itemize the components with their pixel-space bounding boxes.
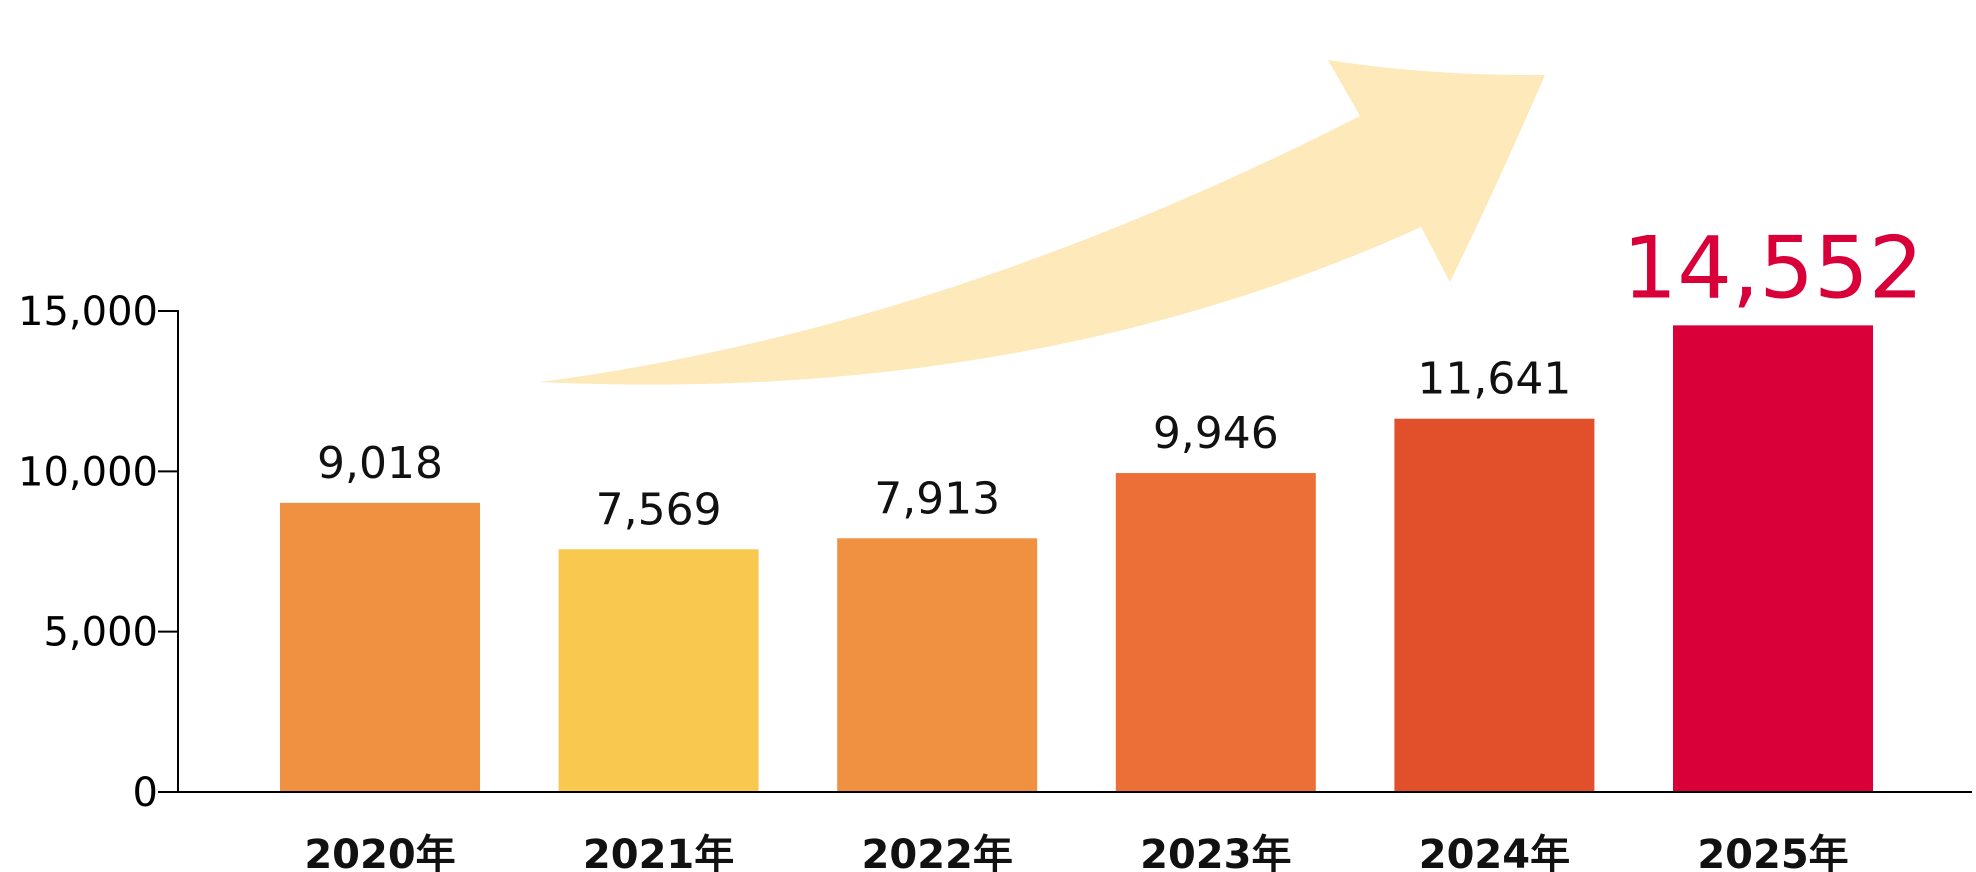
x-tick-label: 2020年 <box>304 832 455 872</box>
data-label: 11,641 <box>1417 354 1571 405</box>
bar-2020 <box>280 502 480 792</box>
data-label: 9,018 <box>317 438 443 489</box>
bars <box>280 325 1873 792</box>
y-tick-label: 15,000 <box>18 289 158 335</box>
growth-arrow-icon <box>540 60 1545 385</box>
bar-2025 <box>1673 325 1873 792</box>
data-label: 9,946 <box>1153 408 1279 459</box>
x-tick-label: 2022年 <box>862 832 1013 872</box>
y-tick-label: 10,000 <box>18 449 158 495</box>
y-tick-label: 5,000 <box>43 610 158 656</box>
data-label: 7,913 <box>874 473 1000 524</box>
bar-2021 <box>558 549 759 792</box>
bar-2023 <box>1115 473 1316 792</box>
data-label: 7,569 <box>596 484 722 535</box>
x-axis-labels: 2020年 2021年 2022年 2023年 2024年 2025年 <box>304 832 1848 872</box>
bar-2022 <box>837 538 1038 792</box>
x-tick-label: 2025年 <box>1697 832 1848 872</box>
bar-2024 <box>1394 418 1595 792</box>
x-tick-label: 2023年 <box>1140 832 1291 872</box>
data-labels: 9,018 7,569 7,913 9,946 11,641 14,552 <box>317 218 1923 535</box>
y-axis-ticks: 0 5,000 10,000 15,000 <box>18 289 178 816</box>
data-label: 14,552 <box>1623 218 1924 318</box>
x-tick-label: 2021年 <box>583 832 734 872</box>
y-tick-label: 0 <box>133 770 158 816</box>
x-tick-label: 2024年 <box>1419 832 1570 872</box>
